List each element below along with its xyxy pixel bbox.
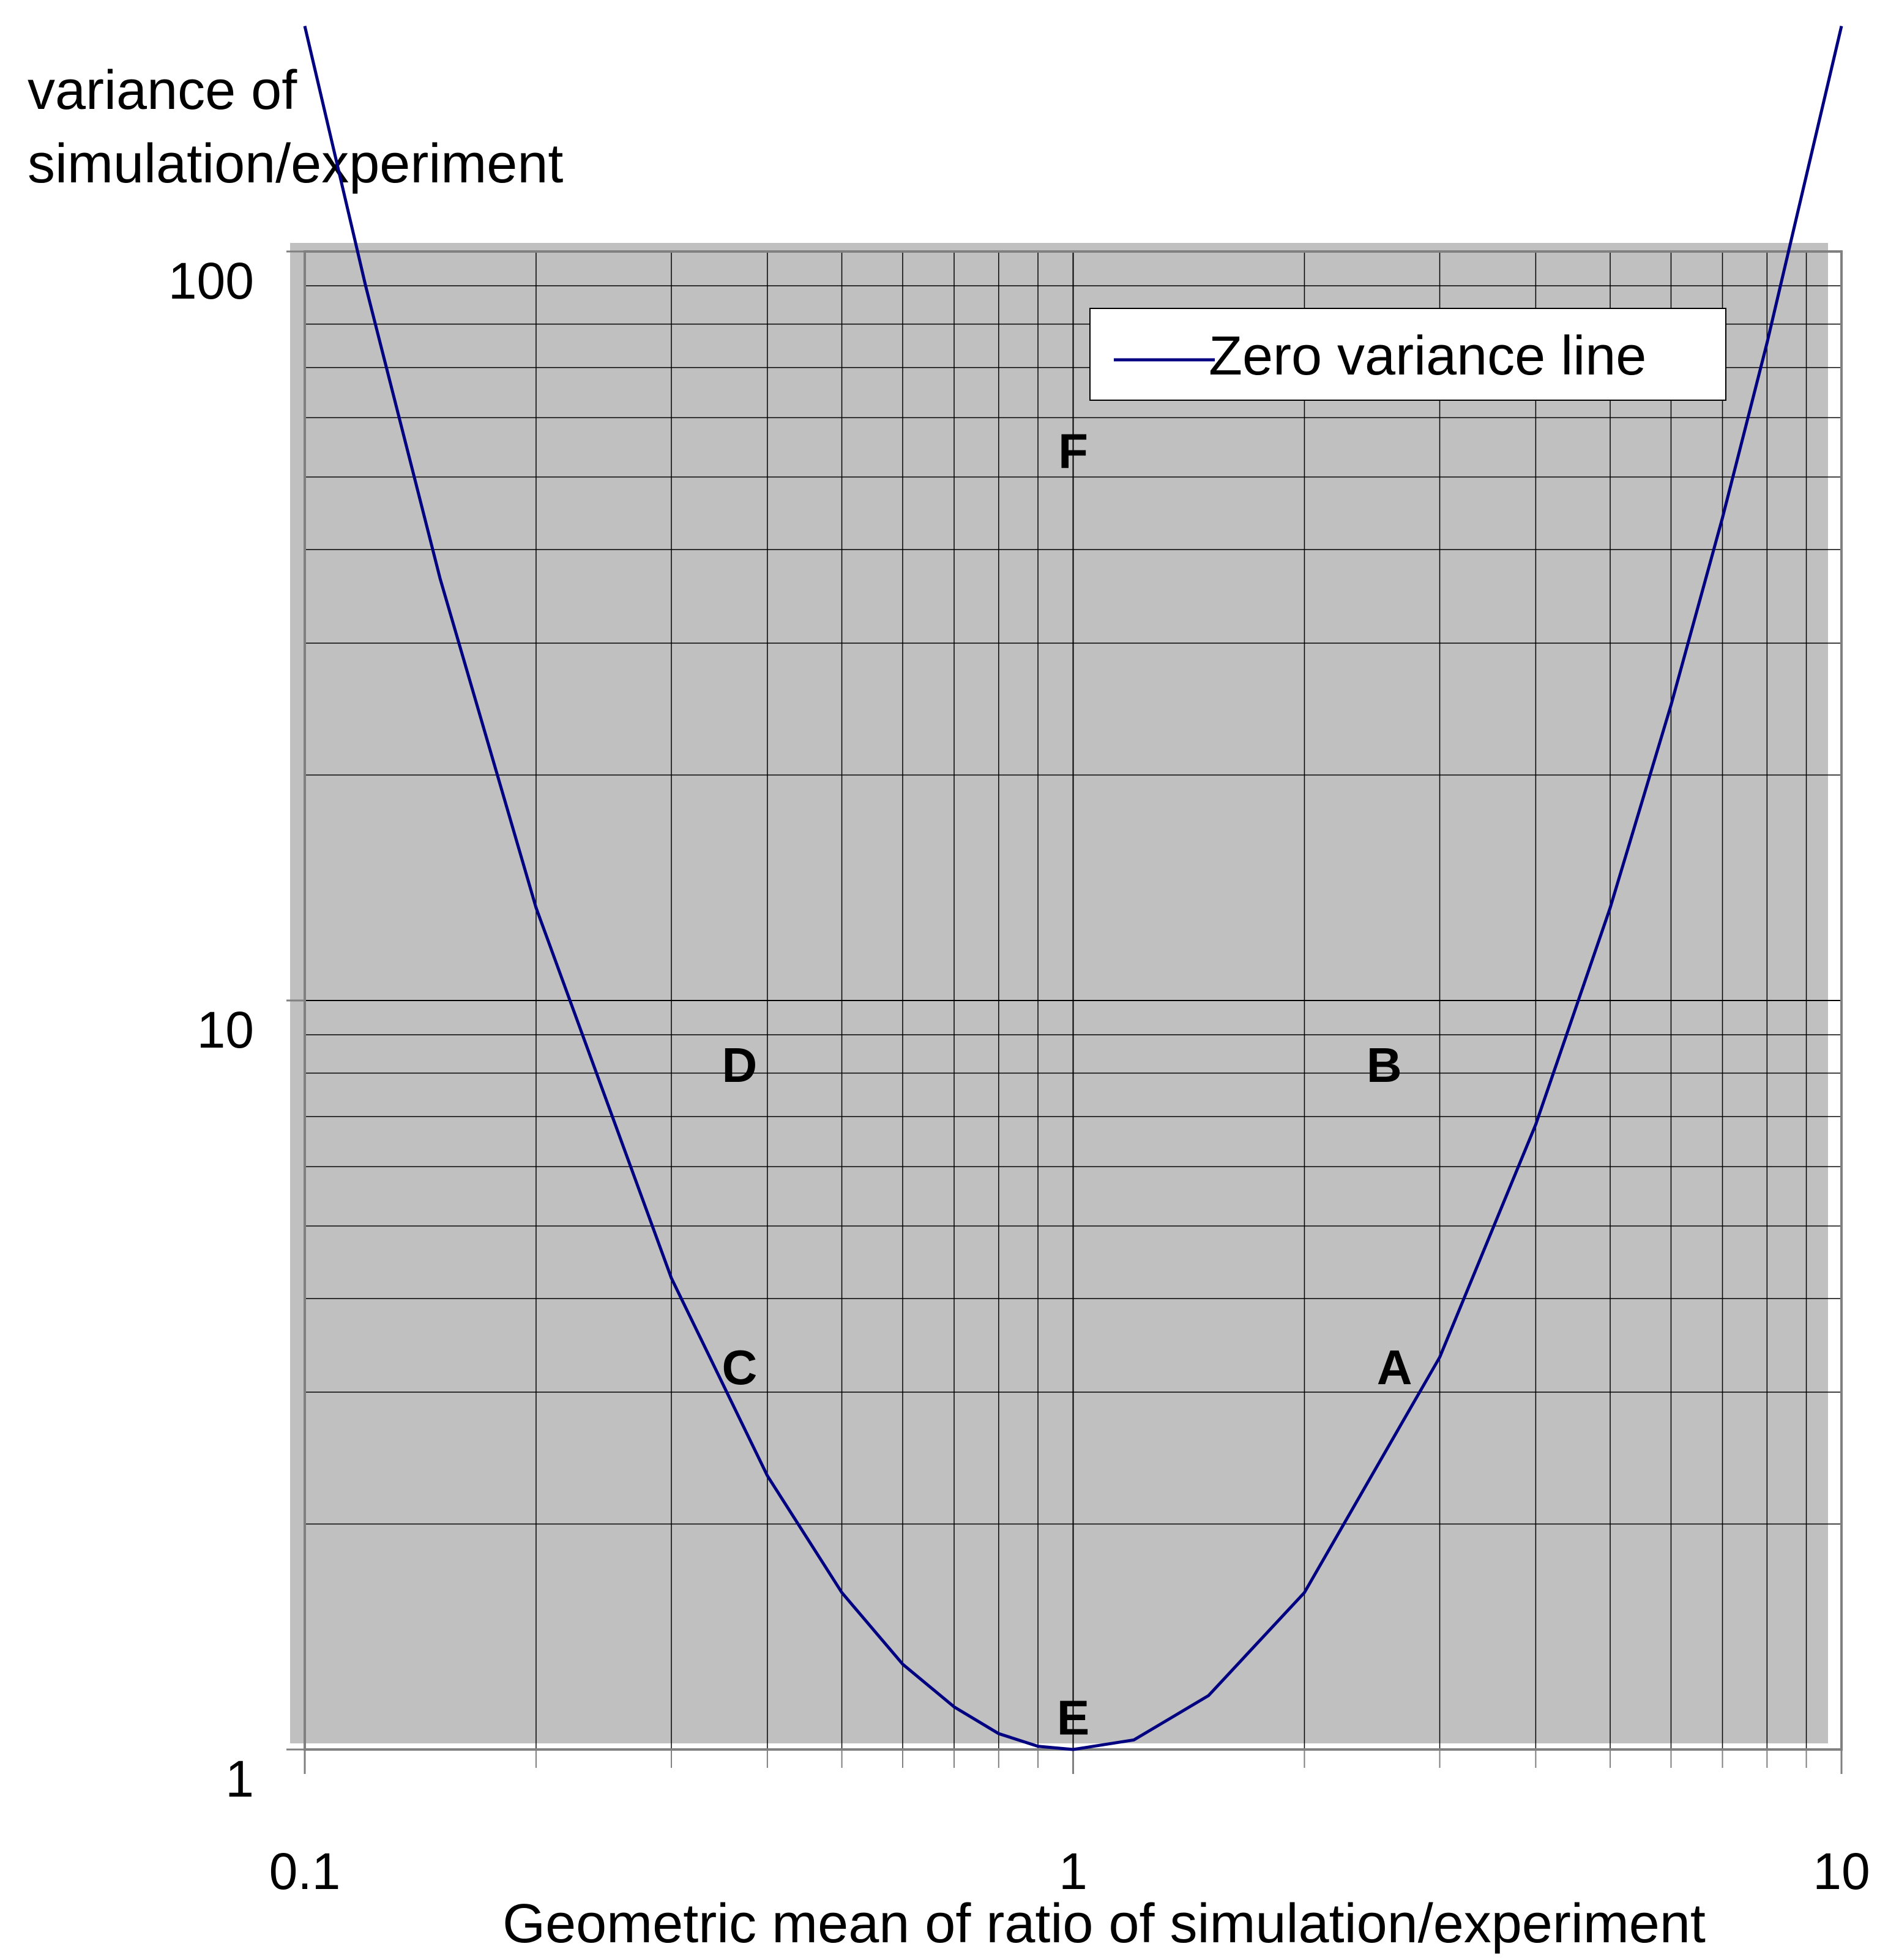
y-tick-label: 1 bbox=[225, 1750, 254, 1808]
x-axis-label: Geometric mean of ratio of simulation/ex… bbox=[502, 1893, 1706, 1954]
x-tick-label: 1 bbox=[1059, 1843, 1088, 1900]
y-axis-label: simulation/experiment bbox=[28, 133, 563, 195]
legend-label: Zero variance line bbox=[1209, 326, 1646, 387]
x-tick-label: 0.1 bbox=[269, 1843, 341, 1900]
annotation: F bbox=[1058, 424, 1088, 479]
y-axis-label: variance of bbox=[28, 60, 297, 121]
annotation: D bbox=[722, 1038, 758, 1092]
data-line bbox=[303, 25, 1843, 1751]
x-tick-label: 10 bbox=[1813, 1843, 1870, 1900]
annotation: A bbox=[1377, 1340, 1412, 1395]
annotation: E bbox=[1057, 1690, 1089, 1745]
y-tick-label: 100 bbox=[168, 252, 254, 310]
y-tick-label: 10 bbox=[197, 1001, 254, 1059]
plot-background bbox=[290, 243, 1828, 1743]
legend-box bbox=[1089, 308, 1726, 401]
annotation: C bbox=[722, 1340, 758, 1395]
annotation: B bbox=[1367, 1038, 1402, 1092]
